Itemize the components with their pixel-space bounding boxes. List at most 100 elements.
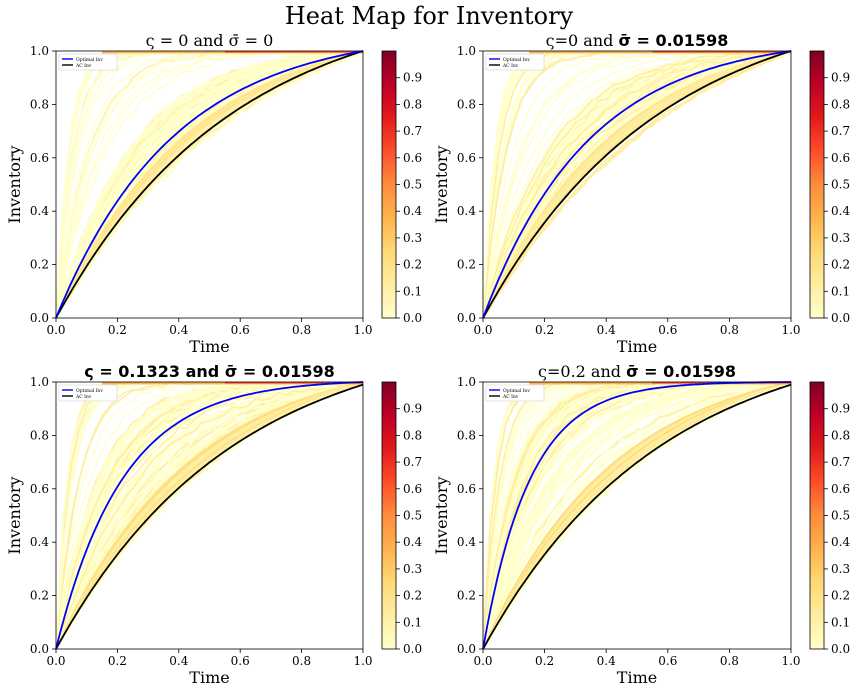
y-tick-label: 1.0 (457, 375, 476, 389)
legend-box (58, 384, 118, 402)
x-tick-label: 0.0 (46, 654, 65, 668)
legend-entry: Optimal Inv (76, 57, 103, 63)
x-tick-label: 1.0 (353, 323, 372, 337)
y-tick-label: 0.8 (30, 428, 49, 442)
colorbar-tick-label: 0.2 (403, 589, 422, 603)
ac-inv-line (55, 383, 364, 650)
colorbar-tick-label: 0.0 (831, 642, 850, 656)
subplot-title: ς=0 and σ̄ = 0.01598 (546, 31, 729, 50)
y-tick-label: 0.6 (457, 151, 476, 165)
axes-frame (482, 381, 792, 650)
legend-entry: AC Inv (502, 394, 519, 400)
colorbar-tick-label: 0.7 (831, 124, 850, 138)
optimal-inv-line (55, 381, 364, 650)
colorbar-tick-label: 0.8 (831, 428, 850, 442)
chart-panel-4: 0.0 0.2 0.4 0.6 0.8 1.0 0.0 0.2 0.4 0.6 0.8 1.0 Time… (432, 362, 850, 687)
y-tick-label: 0.4 (457, 204, 476, 218)
x-axis-label: Time (617, 668, 657, 687)
colorbar-tick-label: 0.9 (831, 71, 850, 85)
x-tick-label: 0.8 (292, 323, 311, 337)
y-tick-label: 0.0 (30, 311, 49, 325)
colorbar-tick-label: 0.2 (831, 589, 850, 603)
x-tick-label: 0.8 (720, 654, 739, 668)
y-tick-label: 0.4 (30, 535, 49, 549)
ac-inv-line (482, 383, 792, 650)
y-axis-label: Inventory (432, 145, 451, 223)
x-axis-label: Time (189, 337, 229, 356)
y-axis-label: Inventory (432, 476, 451, 554)
x-tick-label: 0.6 (658, 323, 677, 337)
colorbar-tick-label: 0.8 (831, 97, 850, 111)
colorbar-tick-label: 0.5 (403, 509, 422, 523)
colorbar-tick-label: 0.5 (831, 178, 850, 192)
x-tick-label: 0.0 (473, 323, 492, 337)
x-tick-label: 0.2 (108, 654, 127, 668)
colorbar-tick-label: 0.3 (831, 231, 850, 245)
figure-title: Heat Map for Inventory (284, 2, 574, 30)
axes-frame (482, 50, 792, 319)
x-tick-label: 1.0 (353, 654, 372, 668)
x-tick-label: 0.4 (597, 654, 616, 668)
chart-panel-1: 0.0 0.2 0.4 0.6 0.8 1.0 0.0 0.2 0.4 0.6 0.8 1.0 Time… (5, 31, 422, 356)
colorbar-tick-label: 0.6 (831, 151, 850, 165)
x-tick-label: 0.2 (108, 323, 127, 337)
y-tick-label: 0.4 (457, 535, 476, 549)
colorbar (809, 381, 825, 650)
colorbar-tick-label: 0.6 (831, 482, 850, 496)
colorbar-tick-label: 0.3 (403, 562, 422, 576)
colorbar-tick-label: 0.7 (831, 455, 850, 469)
subplot-title: ς = 0.1323 and σ̄ = 0.01598 (84, 362, 334, 381)
x-tick-label: 0.0 (46, 323, 65, 337)
optimal-inv-line (55, 50, 364, 319)
y-tick-label: 0.2 (30, 258, 49, 272)
optimal-inv-line (482, 381, 791, 650)
legend-entry: AC Inv (502, 63, 519, 69)
colorbar-tick-label: 0.6 (403, 151, 422, 165)
ac-inv-line (55, 50, 364, 319)
colorbar-tick-label: 0.0 (403, 311, 422, 325)
x-axis-label: Time (617, 337, 657, 356)
colorbar-tick-label: 0.4 (403, 535, 422, 549)
x-tick-label: 0.6 (231, 654, 250, 668)
x-tick-label: 0.6 (658, 654, 677, 668)
x-tick-label: 1.0 (781, 323, 800, 337)
colorbar-tick-label: 0.0 (831, 311, 850, 325)
colorbar-tick-label: 0.9 (831, 402, 850, 416)
colorbar-tick-label: 0.4 (831, 204, 850, 218)
colorbar-tick-label: 0.9 (403, 71, 422, 85)
y-tick-label: 0.2 (457, 589, 476, 603)
colorbar-tick-label: 0.4 (831, 535, 850, 549)
y-tick-label: 0.8 (30, 97, 49, 111)
legend-entry: AC Inv (75, 394, 92, 400)
y-tick-label: 1.0 (30, 44, 49, 58)
y-tick-label: 0.8 (457, 428, 476, 442)
colorbar-tick-label: 0.5 (403, 178, 422, 192)
ac-inv-line (482, 50, 792, 319)
colorbar (381, 381, 397, 650)
legend-box (58, 53, 118, 71)
y-tick-label: 0.2 (30, 589, 49, 603)
subplot-title: ς = 0 and σ̄ = 0 (146, 31, 274, 50)
colorbar-tick-label: 0.1 (403, 615, 422, 629)
y-tick-label: 0.6 (30, 151, 49, 165)
colorbar-tick-label: 0.4 (403, 204, 422, 218)
legend-entry: Optimal Inv (503, 57, 530, 63)
colorbar-tick-label: 0.0 (403, 642, 422, 656)
colorbar-tick-label: 0.7 (403, 455, 422, 469)
x-tick-label: 0.8 (720, 323, 739, 337)
chart-panel-2: 0.0 0.2 0.4 0.6 0.8 1.0 0.0 0.2 0.4 0.6 0.8 1.0 Time… (432, 31, 850, 356)
x-tick-label: 0.4 (169, 654, 188, 668)
x-tick-label: 0.6 (231, 323, 250, 337)
y-tick-label: 0.0 (30, 642, 49, 656)
y-tick-label: 0.6 (30, 482, 49, 496)
x-tick-label: 1.0 (781, 654, 800, 668)
colorbar-tick-label: 0.2 (831, 258, 850, 272)
y-tick-label: 0.4 (30, 204, 49, 218)
colorbar-tick-label: 0.8 (403, 97, 422, 111)
legend-entry: Optimal Inv (503, 388, 530, 394)
y-axis-label: Inventory (5, 145, 24, 223)
legend-entry: Optimal Inv (76, 388, 103, 394)
x-tick-label: 0.2 (535, 323, 554, 337)
